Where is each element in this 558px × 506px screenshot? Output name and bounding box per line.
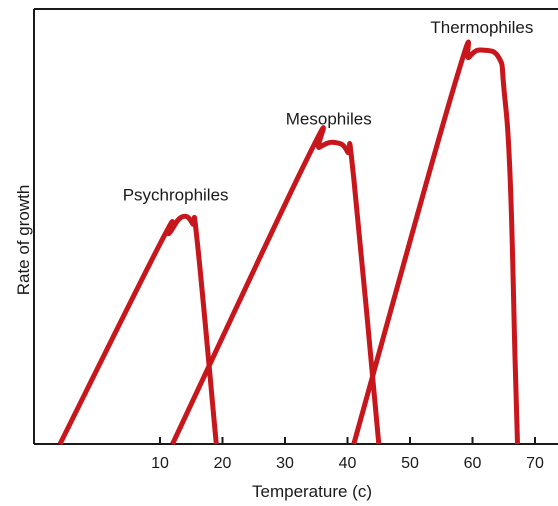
growth-curves — [57, 39, 520, 446]
x-tick-label: 10 — [151, 455, 169, 472]
x-axis-ticks — [159, 437, 536, 444]
x-tick-label: 20 — [214, 455, 232, 472]
curve-mesophiles — [170, 125, 382, 446]
curve-labels: Psychrophiles Mesophiles Thermophiles — [123, 18, 534, 204]
x-axis-title: Temperature (c) — [252, 482, 372, 501]
curve-label-psychrophiles: Psychrophiles — [123, 185, 229, 204]
x-tick-label: 70 — [526, 455, 544, 472]
curve-thermophiles — [351, 39, 520, 445]
x-tick-label: 40 — [339, 455, 357, 472]
x-tick-label: 50 — [401, 455, 419, 472]
curve-label-thermophiles: Thermophiles — [430, 18, 533, 37]
curve-label-mesophiles: Mesophiles — [286, 109, 372, 128]
curve-psychrophiles — [57, 213, 219, 446]
x-tick-label: 30 — [276, 455, 294, 472]
x-tick-label: 60 — [464, 455, 482, 472]
y-axis-title: Rate of growth — [14, 185, 33, 296]
x-axis-tick-labels: 10 20 30 40 50 60 70 — [151, 455, 544, 472]
